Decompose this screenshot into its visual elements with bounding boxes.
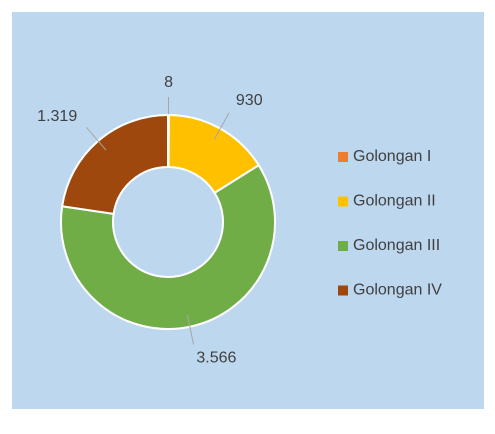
data-label: 930 xyxy=(236,92,263,109)
legend-swatch xyxy=(338,241,348,251)
leader-line xyxy=(85,127,107,151)
legend-label: Golongan I xyxy=(353,148,431,165)
data-label: 1.319 xyxy=(37,108,77,125)
data-label: 3.566 xyxy=(196,349,236,366)
leader-line xyxy=(186,314,195,345)
legend-label: Golongan IV xyxy=(353,282,442,299)
legend-label: Golongan II xyxy=(353,193,436,210)
legend-label: Golongan III xyxy=(353,237,440,254)
leader-line xyxy=(213,112,230,140)
donut-segment xyxy=(61,113,169,216)
legend-swatch xyxy=(338,285,348,296)
legend-swatch xyxy=(338,196,348,207)
legend-swatch xyxy=(338,152,348,162)
data-label: 8 xyxy=(164,74,173,91)
donut-segment xyxy=(60,163,276,330)
